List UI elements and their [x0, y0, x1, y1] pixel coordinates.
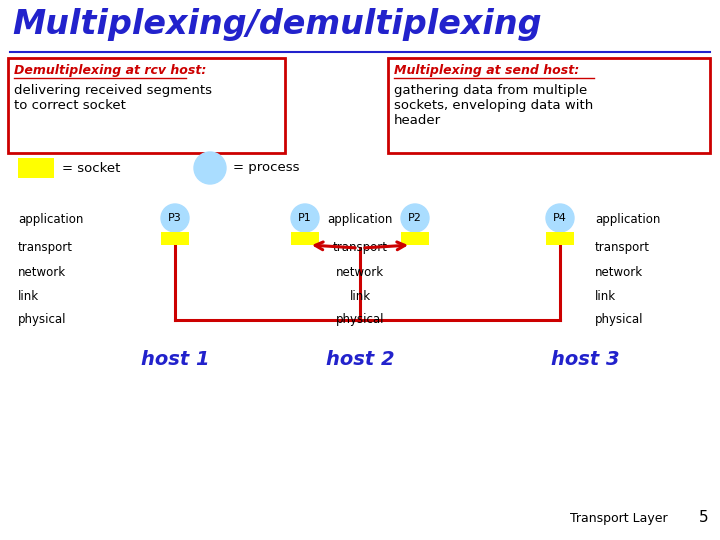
Circle shape	[401, 204, 429, 232]
Text: link: link	[595, 289, 616, 302]
Text: Multiplexing at send host:: Multiplexing at send host:	[394, 64, 580, 77]
Text: link: link	[18, 289, 39, 302]
Text: link: link	[349, 289, 371, 302]
Text: host 3: host 3	[551, 350, 619, 369]
Bar	[161, 232, 189, 245]
Bar	[8, 58, 285, 153]
Text: transport: transport	[333, 241, 387, 254]
Text: 5: 5	[698, 510, 708, 525]
Text: transport: transport	[18, 241, 73, 254]
Text: transport: transport	[595, 241, 650, 254]
Circle shape	[291, 204, 319, 232]
Text: host 2: host 2	[325, 350, 395, 369]
Text: network: network	[336, 266, 384, 279]
Circle shape	[546, 204, 574, 232]
Text: gathering data from multiple
sockets, enveloping data with
header: gathering data from multiple sockets, en…	[394, 84, 593, 127]
Bar	[388, 58, 710, 153]
Text: P4: P4	[553, 213, 567, 223]
Text: P1: P1	[298, 213, 312, 223]
Text: physical: physical	[18, 314, 66, 327]
Text: network: network	[18, 266, 66, 279]
Bar	[18, 158, 54, 178]
Text: Demultiplexing at rcv host:: Demultiplexing at rcv host:	[14, 64, 207, 77]
Text: application: application	[595, 213, 660, 226]
Text: delivering received segments
to correct socket: delivering received segments to correct …	[14, 84, 212, 112]
Text: P2: P2	[408, 213, 422, 223]
Text: application: application	[18, 213, 84, 226]
Text: physical: physical	[595, 314, 644, 327]
Text: Transport Layer: Transport Layer	[570, 512, 667, 525]
Circle shape	[161, 204, 189, 232]
Text: host 1: host 1	[140, 350, 210, 369]
Text: = process: = process	[233, 161, 300, 174]
Text: application: application	[328, 213, 392, 226]
Circle shape	[194, 152, 226, 184]
Text: network: network	[595, 266, 643, 279]
Text: Multiplexing/demultiplexing: Multiplexing/demultiplexing	[12, 8, 541, 41]
Text: physical: physical	[336, 314, 384, 327]
Bar	[291, 232, 319, 245]
Text: P3: P3	[168, 213, 182, 223]
Text: = socket: = socket	[62, 161, 120, 174]
Bar	[401, 232, 429, 245]
Bar	[546, 232, 574, 245]
